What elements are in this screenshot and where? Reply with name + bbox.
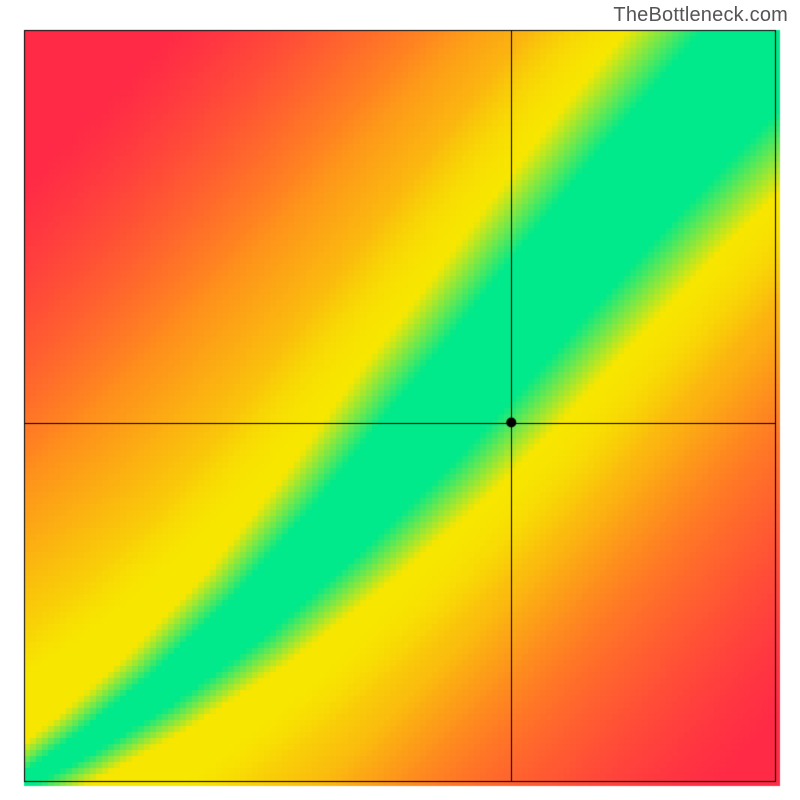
bottleneck-heatmap-canvas xyxy=(0,0,800,800)
watermark-text: TheBottleneck.com xyxy=(613,4,788,27)
chart-container: TheBottleneck.com xyxy=(0,0,800,800)
